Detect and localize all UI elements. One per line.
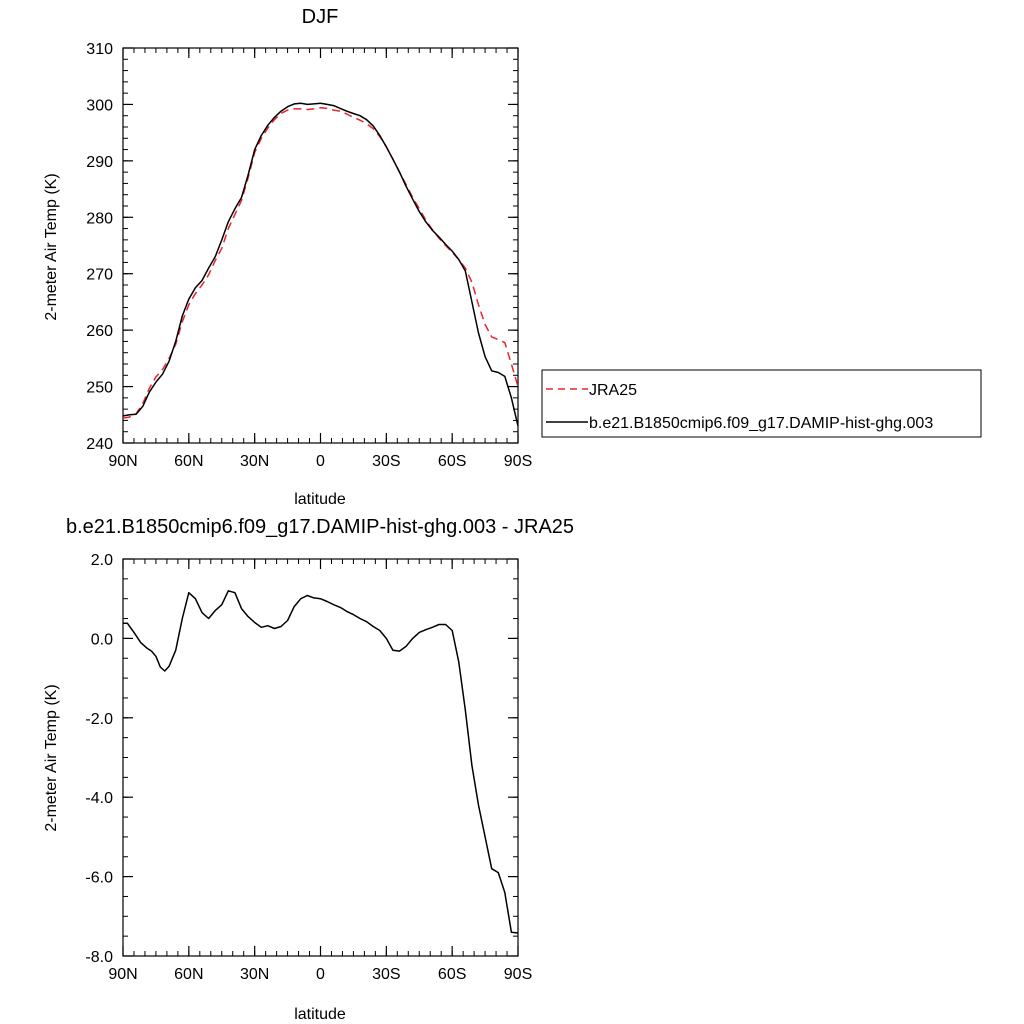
legend-label-model: b.e21.B1850cmip6.f09_g17.DAMIP-hist-ghg.… <box>589 415 933 432</box>
bottom-x-tick-label: 0 <box>316 966 325 983</box>
bottom-x-tick-label: 60S <box>438 966 466 983</box>
bottom-y-tick-label: 0.0 <box>91 631 113 648</box>
top-x-axis-title: latitude <box>294 491 346 508</box>
bottom-plot-area: 90N 60N 30N 0 30S 60S 90S -8.0 -6.0 -4.0 -2.0 0.0 2.… <box>85 552 532 983</box>
top-x-tick-label: 60S <box>438 453 466 470</box>
legend-label-jra25: JRA25 <box>589 382 637 399</box>
top-x-tick-label: 90S <box>504 453 532 470</box>
bottom-panel: b.e21.B1850cmip6.f09_g17.DAMIP-hist-ghg.… <box>43 516 574 1023</box>
top-x-tick-label: 60N <box>174 453 203 470</box>
bottom-y-tick-label: 2.0 <box>91 552 113 569</box>
top-y-tick-label: 260 <box>86 323 113 340</box>
top-y-tick-label: 300 <box>86 97 113 114</box>
legend: JRA25 b.e21.B1850cmip6.f09_g17.DAMIP-his… <box>541 369 982 438</box>
top-y-tick-label: 270 <box>86 267 113 284</box>
bottom-y-tick-label: -2.0 <box>85 711 113 728</box>
bottom-y-tick-label: -6.0 <box>85 870 113 887</box>
top-panel-title: DJF <box>302 6 339 28</box>
top-y-tick-label: 240 <box>86 436 113 453</box>
top-x-tick-label: 90N <box>108 453 137 470</box>
top-y-axis-title: 2-meter Air Temp (K) <box>43 173 60 320</box>
top-y-tick-label: 290 <box>86 154 113 171</box>
top-x-tick-label: 30S <box>372 453 400 470</box>
bottom-x-tick-label: 90N <box>108 966 137 983</box>
bottom-y-tick-label: -8.0 <box>85 949 113 966</box>
top-y-tick-label: 310 <box>86 41 113 58</box>
top-series-line-jra25 <box>123 107 518 419</box>
top-panel: DJF 90N 60N 30N 0 30S 60S 90S 240 250 260 270 280 29… <box>43 6 532 508</box>
top-series-line-b-e21-b1850cmip6-f09-g17-damip-hist-ghg-003 <box>123 102 518 427</box>
bottom-x-tick-label: 90S <box>504 966 532 983</box>
bottom-y-axis-title: 2-meter Air Temp (K) <box>43 684 60 831</box>
top-y-tick-label: 250 <box>86 380 113 397</box>
top-plot-area: 90N 60N 30N 0 30S 60S 90S 240 250 260 270 280 290 300… <box>86 41 532 470</box>
bottom-x-tick-label: 30S <box>372 966 400 983</box>
bottom-x-tick-label: 60N <box>174 966 203 983</box>
bottom-x-tick-label: 30N <box>240 966 269 983</box>
top-x-tick-label: 30N <box>240 453 269 470</box>
legend-box <box>541 369 982 438</box>
top-x-tick-label: 0 <box>316 453 325 470</box>
bottom-x-axis-title: latitude <box>294 1006 346 1023</box>
top-y-tick-label: 280 <box>86 210 113 227</box>
bottom-y-tick-label: -4.0 <box>85 790 113 807</box>
bottom-panel-title: b.e21.B1850cmip6.f09_g17.DAMIP-hist-ghg.… <box>66 516 574 538</box>
bottom-series-line-0 <box>123 590 518 934</box>
